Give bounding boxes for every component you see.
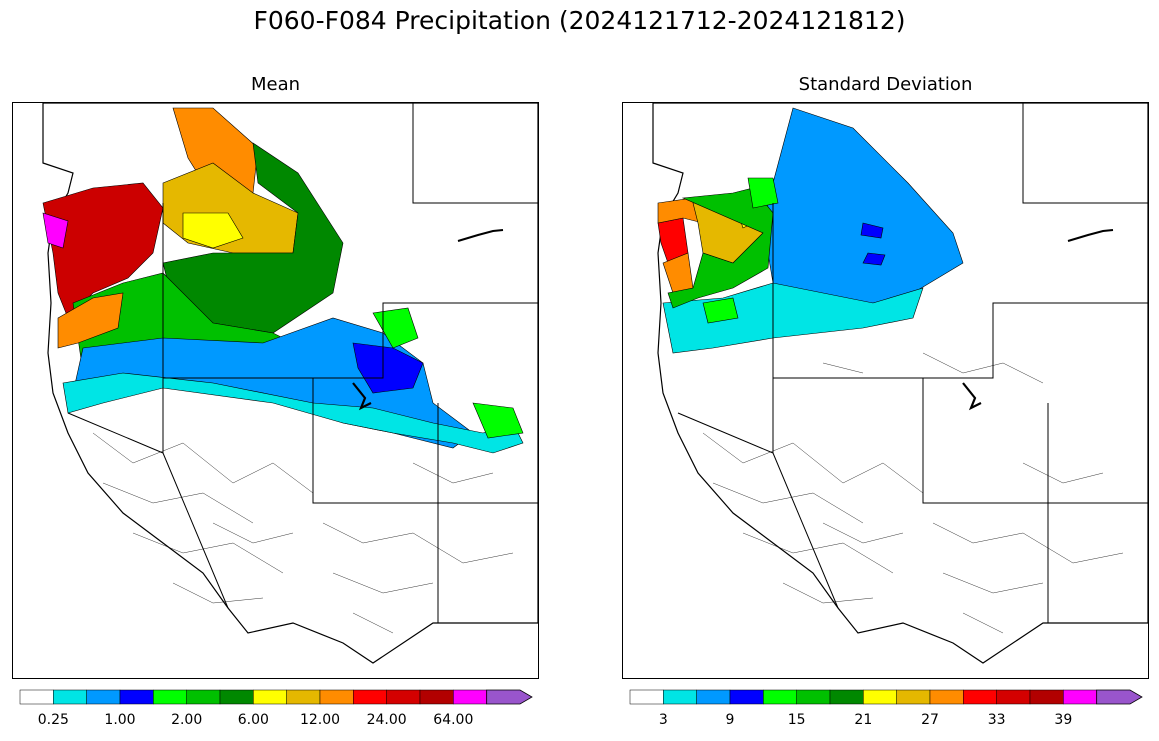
stddev-colorbar-swatch-extend <box>1096 689 1143 705</box>
mean-region-orange-coast <box>57 292 124 349</box>
basin-lines <box>702 352 1124 634</box>
mean-colorbar-swatch <box>53 689 87 705</box>
mean-colorbar <box>19 689 533 705</box>
stddev-colorbar-swatch <box>896 689 931 705</box>
std-region-blue <box>860 222 886 266</box>
mean-colorbar-swatch <box>453 689 487 705</box>
state-borders <box>67 103 538 623</box>
stddev-colorbar-tick-label: 27 <box>921 712 939 728</box>
stddev-colorbar-swatch <box>929 689 964 705</box>
stddev-colorbar-swatch <box>996 689 1031 705</box>
mean-colorbar-swatch <box>219 689 254 705</box>
mean-colorbar-tick-label: 6.00 <box>237 712 269 728</box>
stddev-colorbar-swatch <box>729 689 764 705</box>
stddev-colorbar-tick-label: 9 <box>725 712 735 728</box>
mean-colorbar-tick-label: 0.25 <box>37 712 69 728</box>
mean-panel-title: Mean <box>250 74 301 95</box>
mean-colorbar-swatch <box>386 689 421 705</box>
mean-colorbar-swatch <box>286 689 321 705</box>
stddev-colorbar-swatch <box>696 689 731 705</box>
stddev-colorbar-swatch <box>863 689 897 705</box>
stddev-colorbar-swatch <box>763 689 797 705</box>
stddev-colorbar <box>629 689 1143 705</box>
mean-region-magenta <box>42 212 69 249</box>
mean-region-yellow <box>182 212 244 249</box>
stddev-colorbar-swatches <box>629 689 1143 705</box>
mean-colorbar-swatch <box>186 689 221 705</box>
canada-lake <box>1067 229 1114 242</box>
stddev-colorbar-swatch <box>1063 689 1097 705</box>
mean-colorbar-swatch <box>86 689 121 705</box>
mean-colorbar-swatch <box>253 689 287 705</box>
stddev-colorbar-swatch <box>829 689 864 705</box>
mean-region-red <box>42 182 164 319</box>
great-salt-lake <box>352 382 372 411</box>
mean-colorbar-swatch <box>319 689 354 705</box>
stddev-colorbar-swatch <box>629 689 664 705</box>
mean-colorbar-swatches <box>19 689 533 705</box>
stddev-colorbar-tick-label: 21 <box>854 712 873 728</box>
basin-lines <box>92 432 514 634</box>
stddev-colorbar-tick-label: 3 <box>658 712 668 728</box>
canada-lake <box>457 229 504 242</box>
mean-colorbar-swatch-extend <box>486 689 533 705</box>
mean-colorbar-swatch <box>153 689 187 705</box>
mean-map <box>12 102 539 679</box>
stddev-map-canvas <box>652 103 1148 664</box>
stddev-colorbar-tick-label: 15 <box>787 712 806 728</box>
figure-title: F060-F084 Precipitation (2024121712-2024… <box>253 6 906 35</box>
stddev-colorbar-tick-label: 39 <box>1054 712 1073 728</box>
mean-colorbar-swatch <box>119 689 154 705</box>
stddev-map <box>622 102 1149 679</box>
mean-colorbar-tick-label: 12.00 <box>299 712 341 728</box>
mean-colorbar-swatch <box>419 689 454 705</box>
mean-colorbar-tick-label: 24.00 <box>366 712 407 728</box>
great-salt-lake <box>962 382 982 411</box>
mean-region-cyan <box>62 372 524 454</box>
mean-colorbar-tick-label: 64.00 <box>433 712 474 728</box>
stddev-panel-title: Standard Deviation <box>798 74 973 95</box>
stddev-colorbar-swatch <box>1029 689 1064 705</box>
stddev-colorbar-swatch <box>963 689 997 705</box>
mean-map-canvas <box>42 103 538 664</box>
mean-colorbar-tick-label: 1.00 <box>104 712 136 728</box>
mean-colorbar-swatch <box>353 689 387 705</box>
mean-region-brightgreen <box>372 307 524 439</box>
std-region-brightgreen <box>702 177 779 324</box>
stddev-colorbar-tick-label: 33 <box>987 712 1006 728</box>
mean-colorbar-swatch <box>19 689 54 705</box>
stddev-colorbar-swatch <box>796 689 831 705</box>
mean-colorbar-tick-label: 2.00 <box>171 712 203 728</box>
state-borders <box>677 103 1148 623</box>
stddev-colorbar-swatch <box>663 689 697 705</box>
